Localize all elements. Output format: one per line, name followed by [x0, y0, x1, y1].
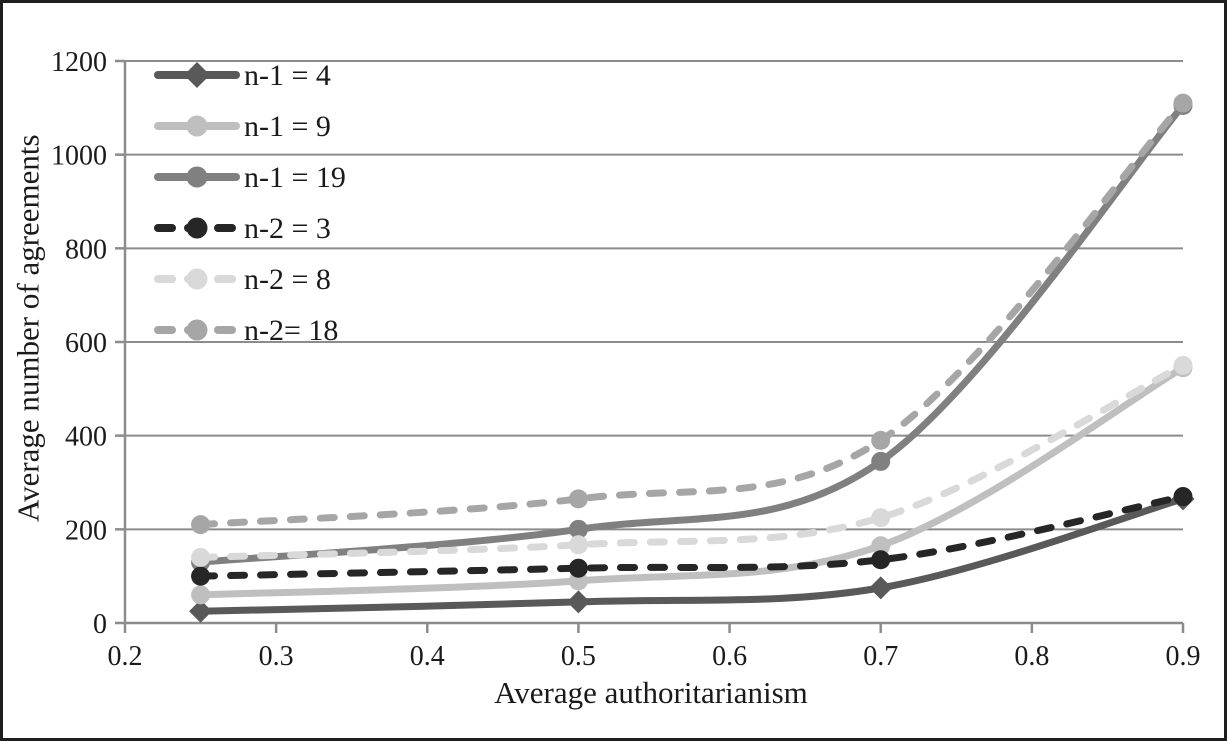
- series-line-5: [197, 99, 1187, 529]
- y-axis-title: Average number of agreements: [10, 134, 46, 522]
- legend-marker-icon: [186, 217, 208, 239]
- series-n-2=18: [191, 93, 1193, 535]
- series-line-1: [197, 364, 1187, 599]
- y-tick-label: 800: [65, 234, 107, 265]
- legend-item: n-1 = 9: [154, 110, 331, 143]
- legend-item: n-1 = 4: [154, 59, 331, 92]
- data-point-marker: [191, 515, 211, 535]
- x-tick-label: 0.2: [108, 641, 143, 672]
- y-tick-label: 600: [65, 328, 107, 359]
- series-n-2=3: [191, 487, 1193, 586]
- y-tick-label: 1000: [51, 141, 107, 172]
- y-tick-label: 1200: [51, 47, 107, 78]
- data-point-marker: [1173, 93, 1193, 113]
- x-tick-label: 0.6: [712, 641, 747, 672]
- data-point-marker: [568, 489, 588, 509]
- data-point-marker: [191, 566, 211, 586]
- data-point-marker: [191, 547, 211, 567]
- legend-item: n-1 = 19: [154, 161, 346, 194]
- legend-marker-icon: [186, 319, 208, 341]
- gridlines: [125, 60, 1183, 624]
- series-line-3: [197, 493, 1187, 580]
- data-point-marker: [1173, 487, 1193, 507]
- legend-marker-icon: [186, 166, 208, 188]
- legend-label: n-1 = 9: [244, 110, 331, 143]
- legend-label: n-1 = 19: [244, 161, 346, 194]
- legend-item: n-2= 18: [154, 314, 338, 347]
- data-point-marker: [871, 451, 891, 471]
- series-line-0: [197, 495, 1187, 615]
- legend-label: n-1 = 4: [244, 59, 331, 92]
- x-tick-label: 0.8: [1014, 641, 1049, 672]
- x-tick-label: 0.7: [863, 641, 898, 672]
- series-line-4: [197, 361, 1187, 561]
- x-tick-label: 0.5: [561, 641, 596, 672]
- data-point-marker: [568, 519, 588, 539]
- legend-marker-icon: [186, 268, 208, 290]
- legend-item: n-2 = 8: [154, 263, 331, 296]
- x-axis-title: Average authoritarianism: [494, 675, 808, 710]
- data-point-marker: [871, 550, 891, 570]
- y-tick-label: 0: [93, 609, 107, 640]
- legend: n-1 = 4 n-1 = 9 n-1 = 19 n-2 = 3 n-2 = 8 n-2=…: [154, 59, 346, 347]
- data-point-marker: [871, 430, 891, 450]
- data-point-marker: [568, 535, 588, 555]
- data-point-marker: [1173, 355, 1193, 375]
- legend-item: n-2 = 3: [154, 212, 331, 245]
- legend-label: n-2= 18: [244, 314, 338, 347]
- legend-label: n-2 = 8: [244, 263, 331, 296]
- data-point-marker: [189, 599, 213, 623]
- series-n-2=8: [191, 355, 1193, 567]
- legend-marker-icon: [184, 62, 210, 88]
- y-tick-label: 200: [65, 515, 107, 546]
- y-tick-label: 400: [65, 422, 107, 453]
- series-line-2: [197, 101, 1187, 566]
- line-chart-svg: 0 200 400 600 800 1000 1200 0.2 0.3 0.4 0.5 0.6 0.7 0…: [51, 47, 1201, 672]
- x-tick-label: 0.9: [1166, 641, 1201, 672]
- legend-label: n-2 = 3: [244, 212, 331, 245]
- x-tick-label: 0.3: [259, 641, 294, 672]
- data-point-marker: [871, 508, 891, 528]
- data-point-marker: [191, 585, 211, 605]
- data-point-marker: [566, 590, 590, 614]
- data-point-marker: [568, 558, 588, 578]
- x-tick-label: 0.4: [410, 641, 445, 672]
- data-point-marker: [871, 536, 891, 556]
- axes: 0 200 400 600 800 1000 1200 0.2 0.3 0.4 0.5 0.6 0.7 0…: [51, 47, 1201, 672]
- data-point-marker: [869, 576, 893, 600]
- legend-marker-icon: [186, 115, 208, 137]
